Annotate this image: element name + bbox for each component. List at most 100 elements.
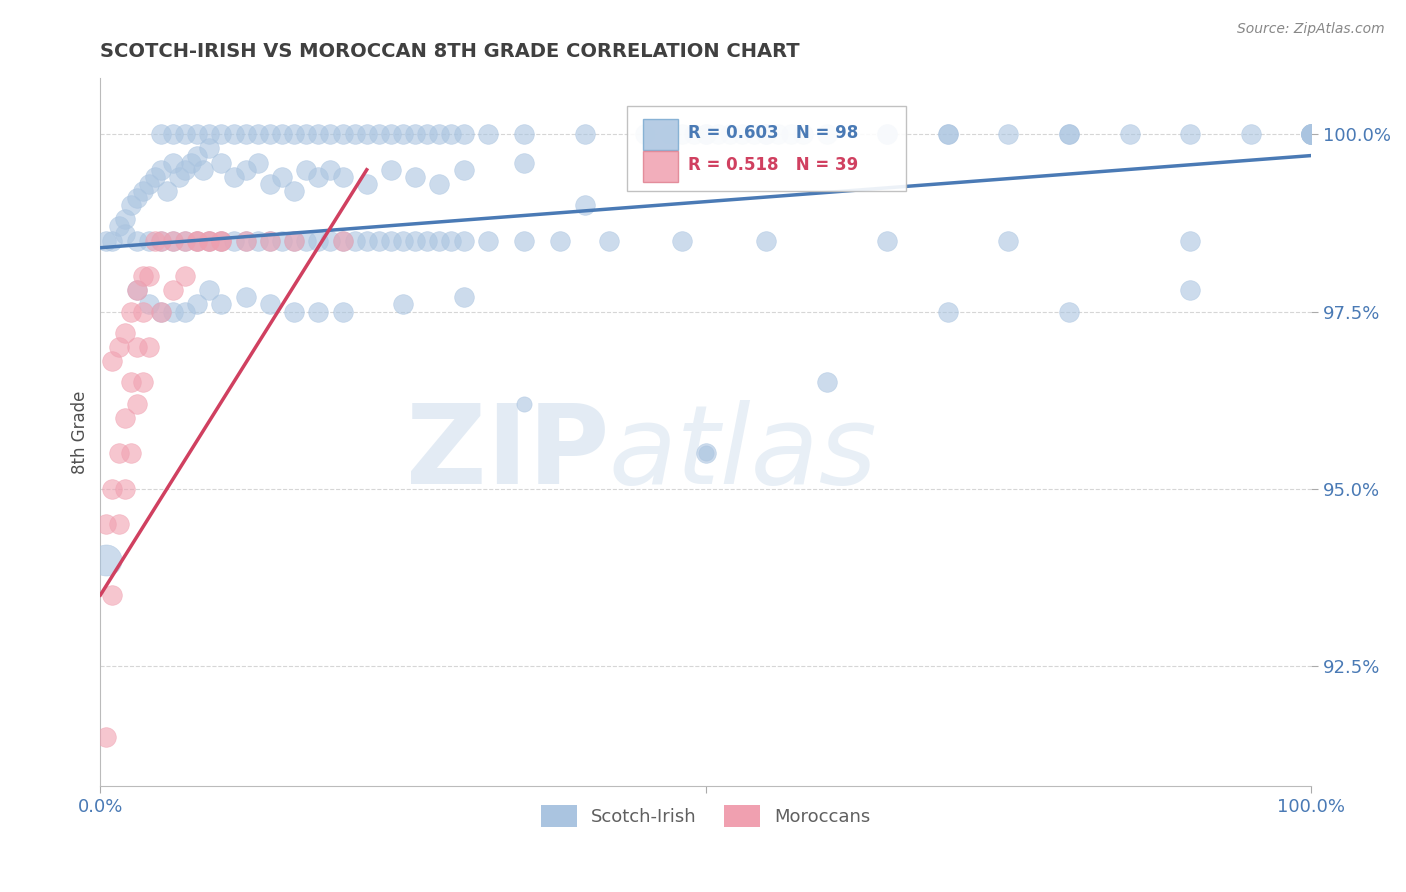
Point <box>695 446 717 460</box>
Point <box>198 234 221 248</box>
Point <box>755 128 778 142</box>
Point <box>222 234 245 248</box>
Point <box>1057 128 1080 142</box>
Point <box>198 283 221 297</box>
FancyBboxPatch shape <box>643 151 678 182</box>
Point <box>143 169 166 184</box>
Point <box>209 234 232 248</box>
Point <box>815 128 838 142</box>
Point <box>343 234 366 248</box>
Point <box>186 234 208 248</box>
Point <box>149 304 172 318</box>
Point <box>114 410 136 425</box>
Point <box>114 326 136 340</box>
Point <box>174 269 197 284</box>
FancyBboxPatch shape <box>627 106 905 191</box>
Point <box>634 128 657 142</box>
Point <box>367 128 389 142</box>
FancyBboxPatch shape <box>643 119 678 150</box>
Point <box>107 219 129 234</box>
Point <box>132 304 155 318</box>
Point <box>96 517 118 532</box>
Point <box>125 234 148 248</box>
Legend: Scotch-Irish, Moroccans: Scotch-Irish, Moroccans <box>533 797 877 834</box>
Point <box>198 128 221 142</box>
Point <box>186 148 208 162</box>
Point <box>453 128 475 142</box>
Point <box>96 234 118 248</box>
Point <box>513 155 536 169</box>
Y-axis label: 8th Grade: 8th Grade <box>72 391 89 474</box>
Point <box>332 234 354 248</box>
Point <box>125 340 148 354</box>
Point <box>307 128 329 142</box>
Point <box>120 198 142 212</box>
Point <box>143 234 166 248</box>
Point <box>162 234 184 248</box>
Point <box>149 304 172 318</box>
Point <box>404 169 426 184</box>
Point <box>120 304 142 318</box>
Point <box>235 128 257 142</box>
Point <box>283 234 305 248</box>
Point <box>125 191 148 205</box>
Point <box>174 162 197 177</box>
Point <box>380 234 402 248</box>
Point <box>1178 283 1201 297</box>
Point <box>259 128 281 142</box>
Point <box>718 128 741 142</box>
Point <box>107 340 129 354</box>
Point <box>1057 128 1080 142</box>
Point <box>936 128 959 142</box>
Point <box>392 297 415 311</box>
Point <box>101 588 124 602</box>
Point <box>138 177 160 191</box>
Point <box>96 730 118 744</box>
Point <box>149 234 172 248</box>
Point <box>101 354 124 368</box>
Point <box>174 128 197 142</box>
Point <box>259 297 281 311</box>
Point <box>416 128 439 142</box>
Point <box>1057 304 1080 318</box>
Point <box>332 234 354 248</box>
Point <box>209 155 232 169</box>
Point <box>695 128 717 142</box>
Text: R = 0.603   N = 98: R = 0.603 N = 98 <box>688 124 858 142</box>
Point <box>453 162 475 177</box>
Point <box>107 517 129 532</box>
Point <box>1301 128 1323 142</box>
Point <box>671 234 693 248</box>
Point <box>731 128 754 142</box>
Point <box>180 155 202 169</box>
Point <box>149 162 172 177</box>
Point <box>997 234 1019 248</box>
Point <box>392 128 415 142</box>
Point <box>574 128 596 142</box>
Text: ZIP: ZIP <box>405 400 609 507</box>
Point <box>125 283 148 297</box>
Point <box>671 128 693 142</box>
Point <box>174 234 197 248</box>
Point <box>283 184 305 198</box>
Point <box>550 234 572 248</box>
Text: SCOTCH-IRISH VS MOROCCAN 8TH GRADE CORRELATION CHART: SCOTCH-IRISH VS MOROCCAN 8TH GRADE CORRE… <box>100 42 800 61</box>
Point <box>186 234 208 248</box>
Point <box>132 269 155 284</box>
Point <box>283 304 305 318</box>
Point <box>1301 128 1323 142</box>
Point <box>138 340 160 354</box>
Point <box>271 234 294 248</box>
Point <box>1240 128 1263 142</box>
Point <box>162 234 184 248</box>
Point <box>174 304 197 318</box>
Point <box>658 128 681 142</box>
Point <box>429 128 451 142</box>
Point <box>1301 128 1323 142</box>
Point <box>742 128 765 142</box>
Point <box>513 234 536 248</box>
Point <box>235 290 257 304</box>
Point <box>222 128 245 142</box>
Point <box>332 169 354 184</box>
Point <box>125 397 148 411</box>
